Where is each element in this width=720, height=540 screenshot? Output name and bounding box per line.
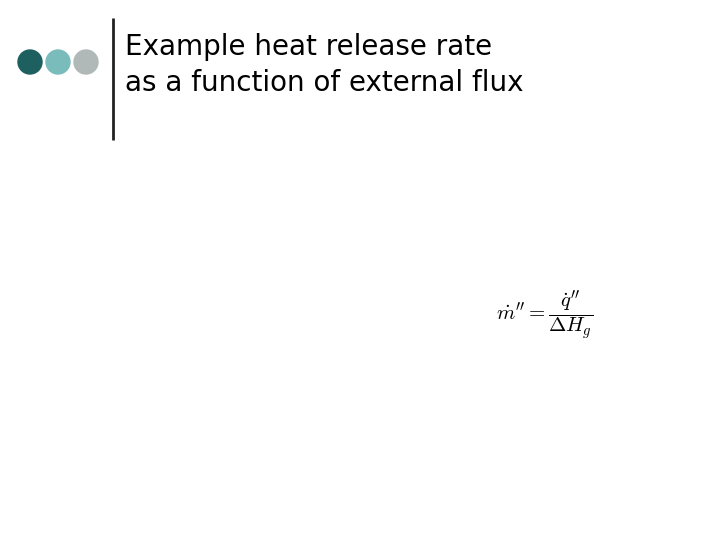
Text: Example heat release rate
as a function of external flux: Example heat release rate as a function … — [125, 33, 523, 97]
Circle shape — [74, 50, 98, 74]
Text: $\dot{m}'' = \dfrac{\dot{q}''}{\Delta H_g}$: $\dot{m}'' = \dfrac{\dot{q}''}{\Delta H_… — [497, 288, 593, 341]
Circle shape — [46, 50, 70, 74]
Circle shape — [18, 50, 42, 74]
